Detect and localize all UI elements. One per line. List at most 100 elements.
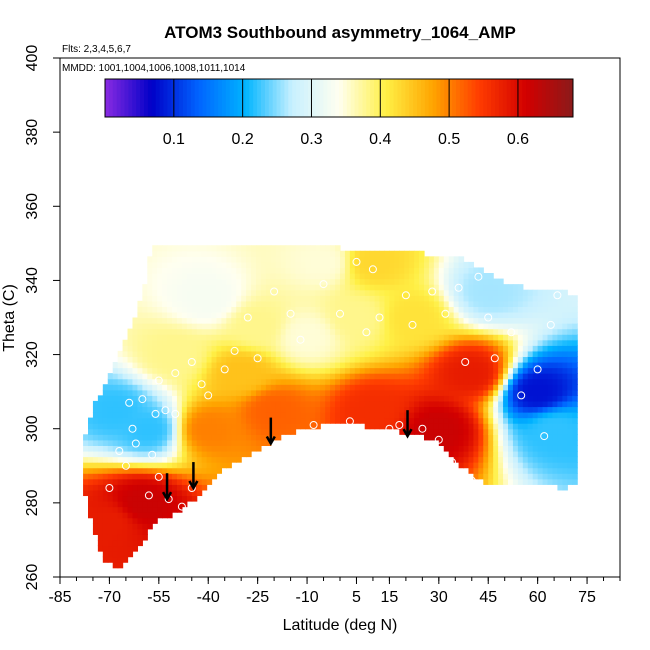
heatmap-cell: [389, 328, 395, 335]
heatmap-cell: [567, 373, 573, 380]
heatmap-cell: [419, 300, 425, 307]
heatmap-cell: [478, 278, 484, 285]
heatmap-cell: [424, 417, 430, 424]
heatmap-cell: [340, 384, 346, 391]
heatmap-cell: [458, 395, 465, 402]
heatmap-cell: [191, 306, 198, 313]
heatmap-cell: [107, 528, 114, 535]
heatmap-cell: [340, 284, 346, 291]
heatmap-cell: [384, 250, 391, 257]
heatmap-cell: [399, 428, 405, 435]
heatmap-cell: [83, 456, 89, 463]
heatmap-cell: [349, 389, 356, 396]
heatmap-cell: [532, 373, 539, 380]
heatmap-cell: [340, 389, 346, 396]
heatmap-cell: [162, 467, 168, 474]
data-point: [128, 424, 137, 433]
heatmap-cell: [176, 484, 183, 491]
heatmap-cell: [221, 245, 227, 252]
heatmap-cell: [458, 406, 465, 413]
heatmap-cell: [330, 356, 336, 363]
data-point: [454, 283, 463, 292]
x-tick-label: -70: [98, 589, 121, 606]
heatmap-cell: [231, 289, 237, 296]
heatmap-cell: [344, 267, 351, 274]
heatmap-cell: [251, 278, 257, 285]
heatmap-cell: [172, 400, 178, 408]
heatmap-cell: [458, 400, 465, 408]
heatmap-cell: [369, 389, 376, 396]
heatmap-cell: [310, 378, 316, 385]
heatmap-cell: [206, 400, 213, 408]
heatmap-cell: [527, 295, 534, 302]
heatmap-cell: [399, 334, 405, 341]
heatmap-cell: [542, 289, 549, 296]
heatmap-cell: [162, 395, 168, 402]
heatmap-cell: [443, 256, 450, 263]
colorbar-segment: [522, 79, 527, 117]
colorbar-segment: [463, 79, 469, 117]
heatmap-cell: [359, 323, 366, 330]
heatmap-cell: [315, 350, 321, 358]
heatmap-cell: [280, 417, 287, 424]
heatmap-cell: [280, 339, 287, 346]
heatmap-cell: [424, 434, 430, 441]
heatmap-cell: [315, 306, 321, 313]
heatmap-cell: [196, 350, 203, 358]
heatmap-cell: [162, 334, 168, 341]
heatmap-cell: [167, 384, 173, 391]
heatmap-cell: [196, 462, 203, 469]
heatmap-cell: [216, 434, 223, 441]
heatmap-cell: [404, 400, 410, 408]
heatmap-cell: [473, 389, 479, 396]
heatmap-cell: [572, 423, 578, 430]
heatmap-cell: [305, 323, 311, 330]
heatmap-cell: [503, 289, 509, 296]
heatmap-cell: [493, 417, 499, 424]
heatmap-cell: [186, 395, 193, 402]
heatmap-cell: [211, 317, 218, 324]
heatmap-cell: [483, 334, 489, 341]
heatmap-cell: [458, 434, 465, 441]
heatmap-cell: [196, 484, 203, 491]
heatmap-cell: [142, 311, 148, 319]
heatmap-cell: [236, 406, 242, 413]
heatmap-cell: [176, 412, 183, 419]
heatmap-cell: [488, 406, 494, 413]
heatmap-cell: [483, 323, 489, 330]
heatmap-cell: [216, 295, 223, 302]
heatmap-cell: [419, 395, 425, 402]
heatmap-cell: [567, 339, 573, 346]
heatmap-cell: [517, 328, 524, 335]
x-tick-label: -10: [295, 589, 318, 606]
heatmap-cell: [246, 412, 252, 419]
heatmap-cell: [152, 489, 158, 497]
heatmap-cell: [196, 367, 203, 374]
heatmap-cell: [547, 434, 554, 441]
heatmap-cell: [349, 284, 356, 291]
heatmap-cell: [88, 434, 94, 441]
heatmap-cell: [458, 361, 465, 369]
colorbar-segment: [327, 79, 332, 117]
heatmap-cell: [211, 423, 218, 430]
heatmap-cell: [433, 284, 440, 291]
heatmap-cell: [344, 306, 351, 313]
heatmap-cell: [206, 378, 213, 385]
data-point: [144, 491, 153, 500]
heatmap-cell: [201, 317, 208, 324]
heatmap-cell: [537, 478, 544, 485]
heatmap-cell: [384, 339, 391, 346]
heatmap-cell: [157, 273, 163, 280]
heatmap-cell: [448, 417, 455, 424]
heatmap-cell: [88, 495, 94, 502]
heatmap-cell: [419, 278, 425, 285]
heatmap-cell: [468, 289, 475, 296]
heatmap-cell: [117, 367, 124, 374]
heatmap-cell: [251, 400, 257, 408]
heatmap-cell: [414, 423, 420, 430]
heatmap-cell: [424, 334, 430, 341]
heatmap-cell: [537, 311, 544, 319]
colorbar-segment: [498, 79, 504, 117]
colorbar-segment: [276, 79, 281, 117]
heatmap-cell: [493, 339, 499, 346]
